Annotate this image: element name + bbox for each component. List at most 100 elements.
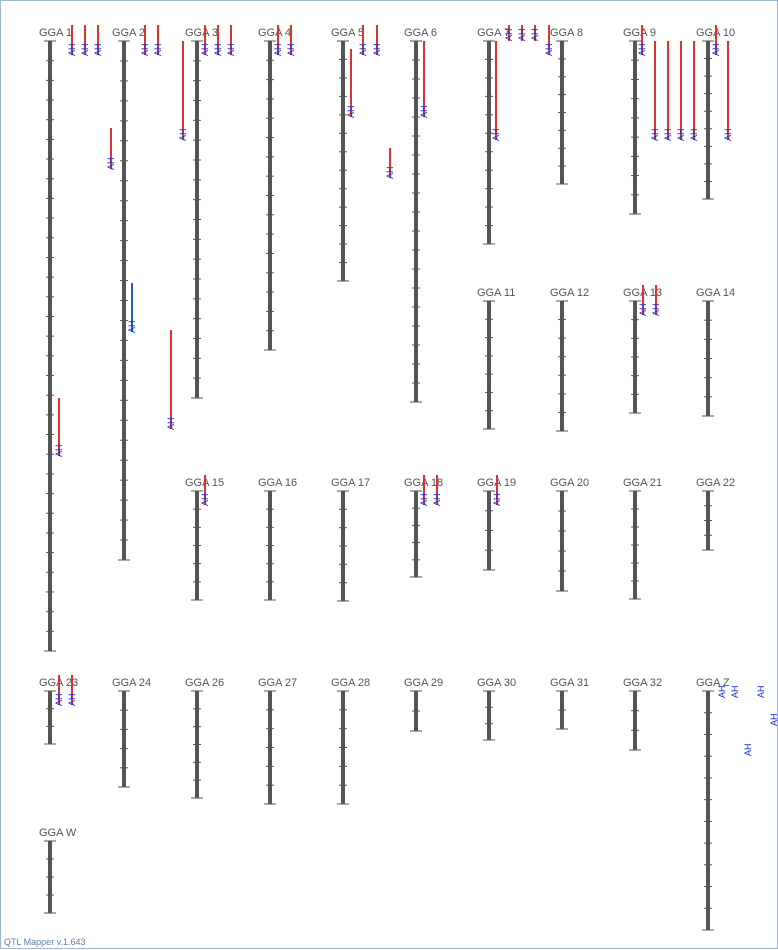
chromosome-label: GGA 22 — [696, 477, 735, 489]
chromosome-bar[interactable] — [48, 691, 52, 744]
chromosome-bar[interactable] — [706, 691, 710, 930]
chromosome-gga-9[interactable]: GGA 9 — [623, 27, 656, 215]
chromosome-bar[interactable] — [122, 691, 126, 787]
qtl-label[interactable]: AH — [432, 493, 442, 506]
qtl-label[interactable]: AH — [67, 43, 77, 56]
qtl-label[interactable]: AH — [492, 493, 502, 506]
chromosome-bar[interactable] — [633, 41, 637, 214]
chromosome-gga-20[interactable]: GGA 20 — [550, 477, 589, 592]
qtl-label[interactable]: AH — [663, 128, 673, 141]
chromosome-bar[interactable] — [341, 41, 345, 281]
qtl-label[interactable]: AH — [385, 166, 395, 179]
qtl-label[interactable]: AH — [517, 28, 527, 41]
chromosome-gga-21[interactable]: GGA 21 — [623, 477, 662, 600]
qtl-label[interactable]: AH — [200, 493, 210, 506]
chromosome-gga-2[interactable]: GGA 2 — [112, 27, 145, 561]
chromosome-label: GGA 20 — [550, 477, 589, 489]
chromosome-bar[interactable] — [487, 301, 491, 429]
chromosome-label: GGA 8 — [550, 27, 583, 39]
qtl-label[interactable]: AH — [504, 28, 514, 41]
qtl-label[interactable]: AH — [213, 43, 223, 56]
qtl-label[interactable]: AH — [711, 43, 721, 56]
chromosome-gga-24[interactable]: GGA 24 — [112, 677, 151, 788]
chromosome-gga-28[interactable]: GGA 28 — [331, 677, 370, 805]
chromosome-label: GGA 9 — [623, 27, 656, 39]
qtl-label[interactable]: AH — [638, 303, 648, 316]
qtl-label[interactable]: AH — [153, 43, 163, 56]
chromosome-label: GGA 30 — [477, 677, 516, 689]
chromosome-gga-6[interactable]: GGA 6 — [404, 27, 437, 403]
qtl-label[interactable]: AH — [717, 685, 727, 698]
chromosome-bar[interactable] — [633, 691, 637, 750]
qtl-label[interactable]: AH — [530, 28, 540, 41]
qtl-label[interactable]: AH — [200, 43, 210, 56]
qtl-label[interactable]: AH — [676, 128, 686, 141]
chromosome-gga-30[interactable]: GGA 30 — [477, 677, 516, 741]
chromosome-label: GGA 4 — [258, 27, 291, 39]
qtl-label[interactable]: AH — [419, 105, 429, 118]
qtl-label[interactable]: AH — [127, 320, 137, 333]
chromosome-label: GGA Z — [696, 677, 730, 689]
version-label: QTL Mapper v.1.643 — [4, 937, 86, 947]
qtl-label[interactable]: AH — [54, 693, 64, 706]
qtl-label[interactable]: AH — [419, 493, 429, 506]
chromosome-bar[interactable] — [487, 691, 491, 740]
chromosome-gga-w[interactable]: GGA W — [39, 827, 77, 914]
qtl-label[interactable]: AH — [769, 713, 778, 726]
chromosome-gga-4[interactable]: GGA 4 — [258, 27, 291, 351]
chromosome-gga-3[interactable]: GGA 3 — [185, 27, 218, 399]
chromosome-label: GGA 14 — [696, 287, 735, 299]
qtl-label[interactable]: AH — [93, 43, 103, 56]
qtl-label[interactable]: AH — [286, 43, 296, 56]
chromosome-gga-8[interactable]: GGA 8 — [550, 27, 583, 185]
chromosome-gga-29[interactable]: GGA 29 — [404, 677, 443, 732]
qtl-label[interactable]: AH — [723, 128, 733, 141]
chromosome-gga-17[interactable]: GGA 17 — [331, 477, 370, 602]
qtl-label[interactable]: AH — [273, 43, 283, 56]
qtl-label[interactable]: AH — [650, 128, 660, 141]
chromosome-gga-7[interactable]: GGA 7 — [477, 27, 510, 245]
chromosome-label: GGA 12 — [550, 287, 589, 299]
qtl-label[interactable]: AH — [54, 444, 64, 457]
chromosome-gga-27[interactable]: GGA 27 — [258, 677, 297, 805]
chromosome-gga-11[interactable]: GGA 11 — [477, 287, 515, 430]
qtl-label[interactable]: AH — [544, 43, 554, 56]
qtl-label[interactable]: AH — [372, 43, 382, 56]
qtl-label[interactable]: AH — [637, 43, 647, 56]
chromosome-gga-16[interactable]: GGA 16 — [258, 477, 297, 601]
chromosome-bar[interactable] — [560, 491, 564, 591]
qtl-label[interactable]: AH — [756, 685, 766, 698]
chromosome-label: GGA 31 — [550, 677, 589, 689]
qtl-label[interactable]: AH — [346, 105, 356, 118]
chromosome-gga-26[interactable]: GGA 26 — [185, 677, 224, 799]
chromosome-gga-z[interactable]: GGA Z — [696, 677, 730, 931]
chromosome-gga-22[interactable]: GGA 22 — [696, 477, 735, 551]
qtl-label[interactable]: AH — [651, 303, 661, 316]
qtl-label[interactable]: AH — [730, 685, 740, 698]
chromosome-bar[interactable] — [560, 301, 564, 431]
chromosome-gga-31[interactable]: GGA 31 — [550, 677, 589, 730]
chromosome-bar[interactable] — [48, 41, 52, 651]
qtl-label[interactable]: AH — [743, 743, 753, 756]
chromosome-bar[interactable] — [487, 41, 491, 244]
qtl-label[interactable]: AH — [67, 693, 77, 706]
qtl-label[interactable]: AH — [689, 128, 699, 141]
chromosome-gga-1[interactable]: GGA 1 — [39, 27, 72, 652]
qtl-label[interactable]: AH — [358, 43, 368, 56]
chromosome-bar[interactable] — [414, 41, 418, 402]
qtl-label[interactable]: AH — [106, 157, 116, 170]
qtl-label[interactable]: AH — [166, 417, 176, 430]
chromosome-gga-14[interactable]: GGA 14 — [696, 287, 735, 417]
qtl-label[interactable]: AH — [226, 43, 236, 56]
chromosome-label: GGA 17 — [331, 477, 370, 489]
qtl-label[interactable]: AH — [491, 128, 501, 141]
chromosome-gga-12[interactable]: GGA 12 — [550, 287, 589, 432]
qtl-label[interactable]: AH — [80, 43, 90, 56]
chromosome-gga-5[interactable]: GGA 5 — [331, 27, 364, 282]
chromosome-bar[interactable] — [414, 491, 418, 577]
qtl-label[interactable]: AH — [178, 128, 188, 141]
chromosome-bar[interactable] — [706, 41, 710, 199]
qtl-label[interactable]: AH — [140, 43, 150, 56]
chromosome-gga-32[interactable]: GGA 32 — [623, 677, 662, 751]
